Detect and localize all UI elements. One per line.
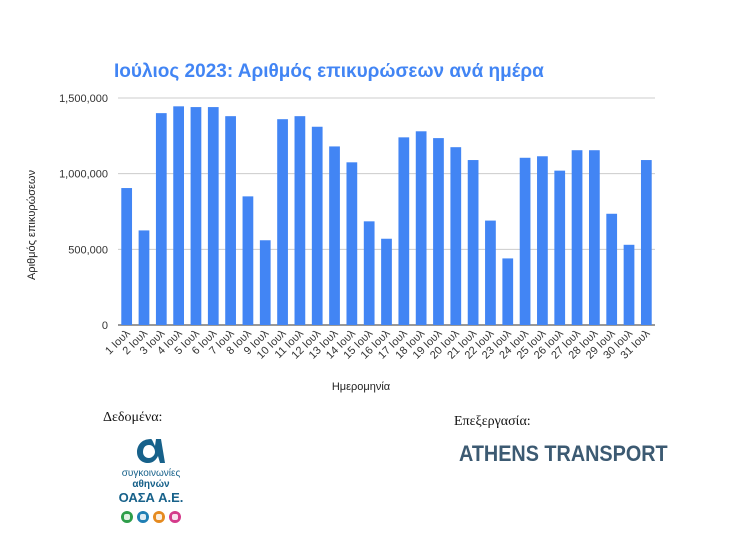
bar-chart: Ιούλιος 2023: Αριθμός επικυρώσεων ανά ημ… — [26, 61, 655, 393]
oasa-logo: συγκοινωνίες αθηνών ΟΑΣΑ Α.Ε. — [96, 432, 206, 523]
metro-icon — [137, 511, 149, 523]
oasa-line2: αθηνών — [132, 479, 170, 490]
bar — [502, 258, 514, 325]
bar — [537, 156, 548, 325]
oasa-transport-icons — [96, 511, 206, 523]
y-tick-label: 1,500,000 — [59, 93, 108, 105]
tram-icon — [169, 511, 181, 523]
trolley-icon — [153, 511, 165, 523]
y-axis-label: Αριθμός επικυρώσεων — [26, 169, 38, 280]
oasa-line1: συγκοινωνίες — [121, 468, 181, 479]
y-tick-label: 0 — [102, 320, 108, 332]
bar — [571, 150, 583, 325]
bar — [242, 196, 254, 325]
oasa-line3: ΟΑΣΑ Α.Ε. — [118, 490, 184, 505]
athens-transport-logo: ATHENS TRANSPORT — [459, 441, 668, 466]
bar — [415, 131, 427, 325]
bar — [207, 107, 219, 325]
bars-layer — [121, 106, 652, 326]
bar — [155, 113, 167, 325]
bar — [277, 119, 288, 325]
bar — [259, 240, 271, 325]
bar — [311, 126, 323, 326]
bar — [138, 230, 150, 325]
bar — [433, 138, 444, 325]
chart-title: Ιούλιος 2023: Αριθμός επικυρώσεων ανά ημ… — [114, 61, 544, 82]
bar — [623, 244, 635, 325]
bar — [329, 146, 340, 325]
bar — [589, 150, 600, 325]
bar — [225, 116, 236, 325]
bar — [450, 147, 462, 325]
processing-label: Επεξεργασία: — [454, 414, 531, 429]
bar — [398, 137, 410, 325]
bus-icon — [121, 511, 133, 523]
y-tick-labels: 0 500,000 1,000,000 1,500,000 — [59, 93, 108, 332]
bar — [294, 116, 306, 325]
bar — [467, 160, 479, 325]
x-axis-label: Ημερομηνία — [332, 381, 391, 393]
bar — [606, 213, 618, 325]
oasa-alpha-icon — [137, 439, 165, 463]
bar — [640, 160, 652, 325]
bar — [190, 107, 202, 325]
y-tick-label: 500,000 — [68, 244, 108, 256]
bar — [346, 162, 358, 325]
bar — [121, 188, 133, 325]
bar — [485, 220, 496, 325]
bar — [519, 157, 531, 325]
data-source-label: Δεδομένα: — [103, 410, 163, 425]
bar — [381, 238, 392, 325]
y-tick-label: 1,000,000 — [59, 169, 108, 181]
bar — [363, 221, 375, 325]
bar — [173, 106, 184, 325]
bar — [554, 170, 566, 325]
